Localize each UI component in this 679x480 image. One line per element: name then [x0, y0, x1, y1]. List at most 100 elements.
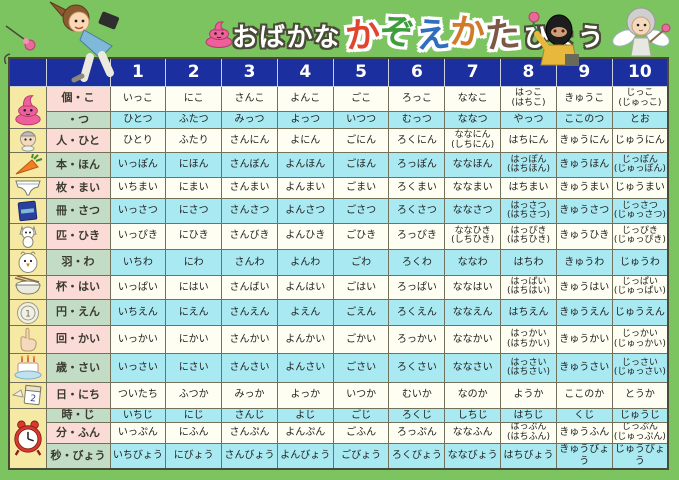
count-cell: じっぴき (じゅっぴき)	[611, 222, 669, 250]
header-number: 1	[109, 57, 167, 87]
count-cell: いちえん	[109, 298, 167, 327]
count-cell: いつか	[332, 381, 390, 409]
svg-text:1: 1	[25, 309, 31, 319]
count-cell: ごふん	[332, 422, 390, 444]
count-cell: いちびょう	[109, 442, 167, 470]
count-cell: みっつ	[221, 110, 278, 130]
count-cell: はっさつ (はちさつ)	[500, 198, 557, 224]
header-row: 1 2 3 4 5 6 7 8 9 10	[8, 57, 669, 87]
count-cell: にびょう	[165, 442, 223, 470]
count-cell: ろくまい	[388, 176, 446, 200]
count-cell: いっぷん	[109, 422, 167, 444]
count-cell: にほん	[165, 152, 223, 178]
count-cell: ようか	[500, 381, 557, 409]
count-cell: ななはい	[444, 274, 502, 300]
counter-row: 歳・さい いっさい にさい さんさい よんさい ごさい ろくさい ななさい はっさい (はちさい…	[8, 353, 669, 383]
carrot-icon	[8, 152, 47, 178]
count-cell: ふたり	[165, 128, 223, 154]
count-cell: ななひき (しちひき)	[444, 222, 502, 250]
title-highlight-char: ぞ	[378, 11, 416, 55]
counter-label: 回・かい	[45, 325, 111, 355]
count-cell: ななえん	[444, 298, 502, 327]
count-cell: さんさい	[221, 353, 278, 383]
count-cell: ななつ	[444, 110, 502, 130]
counter-label: 羽・わ	[45, 248, 111, 276]
title-highlight-char: た	[483, 14, 522, 58]
count-cell: やっつ	[500, 110, 557, 130]
count-cell: じっかい (じゅっかい)	[611, 325, 669, 355]
count-cell: ごさい	[332, 353, 390, 383]
counter-label: 分・ふん	[45, 422, 111, 444]
count-cell: ななわ	[444, 248, 502, 276]
count-cell: ふたつ	[165, 110, 223, 130]
count-cell: じゅうわ	[611, 248, 669, 276]
header-number: 3	[221, 57, 278, 87]
underwear-icon	[8, 176, 47, 200]
count-cell: ふつか	[165, 381, 223, 409]
bird-icon	[8, 248, 47, 276]
count-cell: さんびき	[221, 222, 278, 250]
count-cell: きゅうえん	[555, 298, 613, 327]
header-number: 10	[611, 57, 669, 87]
count-cell: いっこ	[109, 85, 167, 112]
count-cell: にはい	[165, 274, 223, 300]
count-cell: ななこ	[444, 85, 502, 112]
count-cell: にこ	[165, 85, 223, 112]
bowl-icon	[8, 274, 47, 300]
count-cell: いっさい	[109, 353, 167, 383]
count-cell: にかい	[165, 325, 223, 355]
count-cell: よじ	[276, 407, 334, 424]
count-cell: ななかい	[444, 325, 502, 355]
count-cell: よんほん	[276, 152, 334, 178]
count-cell: ななさつ	[444, 198, 502, 224]
counter-row: 2 日・にち ついたち ふつか みっか よっか いつか むいか なのか ようか ここのか とうか	[8, 381, 669, 409]
counter-label: 日・にち	[45, 381, 111, 409]
title-prefix: おばかな	[232, 23, 341, 53]
count-cell: ななふん	[444, 422, 502, 444]
count-cell: ろくじ	[388, 407, 446, 424]
calendar-icon: 2	[8, 381, 47, 409]
counter-row: 1 円・えん いちえん にえん さんえん よえん ごえん ろくえん ななえん はちえん きゅうえんじ…	[8, 298, 669, 327]
count-cell: きゅうまい	[555, 176, 613, 200]
count-cell: ひとり	[109, 128, 167, 154]
count-cell: よんぷん	[276, 422, 334, 444]
count-cell: はっぽん (はちほん)	[500, 152, 557, 178]
counter-row: 人・ひと ひとり ふたり さんにん よにん ごにん ろくにん ななにん (しちにん) はちにんき…	[8, 128, 669, 154]
header-number: 2	[165, 57, 223, 87]
count-cell: ごわ	[332, 248, 390, 276]
count-cell: よっか	[276, 381, 334, 409]
count-cell: きゅうわ	[555, 248, 613, 276]
hand-icon	[8, 325, 47, 355]
count-cell: ろくえん	[388, 298, 446, 327]
counter-row: 秒・びょう いちびょう にびょう さんびょう よんびょう ごびょう ろくびょう ななびょう はち…	[9, 442, 669, 470]
count-cell: はちびょう	[500, 442, 557, 470]
count-cell: ななにん (しちにん)	[444, 128, 502, 154]
count-cell: ななほん	[444, 152, 502, 178]
count-cell: とお	[611, 110, 669, 130]
count-cell: ごびょう	[332, 442, 390, 470]
count-cell: よんまい	[276, 176, 334, 200]
flower-string-icon	[3, 25, 36, 65]
count-cell: よんひき	[276, 222, 334, 250]
count-cell: よんかい	[276, 325, 334, 355]
count-cell: ななさい	[444, 353, 502, 383]
counter-label: 時・じ	[45, 407, 111, 424]
count-cell: はっこ (はちこ)	[500, 85, 557, 112]
count-cell: きゅうさつ	[555, 198, 613, 224]
counter-label: 秒・びょう	[45, 442, 111, 470]
counter-row: 匹・ひき いっぴき にひき さんびき よんひき ごひき ろっぴき ななひき (しちひき) はっぴ…	[8, 222, 669, 250]
count-cell: ごにん	[332, 128, 390, 154]
count-cell: よえん	[276, 298, 334, 327]
book-icon	[8, 198, 47, 224]
count-cell: きゅうさい	[555, 353, 613, 383]
counter-label: 匹・ひき	[45, 222, 111, 250]
count-cell: よんさつ	[276, 198, 334, 224]
count-cell: さんまい	[221, 176, 278, 200]
count-cell: ごじ	[332, 407, 390, 424]
counter-label: ・つ	[45, 110, 111, 130]
count-cell: みっか	[221, 381, 278, 409]
count-cell: さんかい	[221, 325, 278, 355]
count-cell: にじ	[165, 407, 223, 424]
count-cell: よにん	[276, 128, 334, 154]
